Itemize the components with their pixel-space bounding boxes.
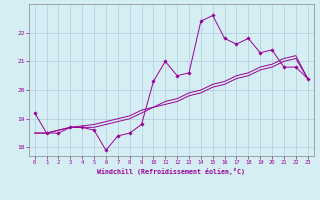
- X-axis label: Windchill (Refroidissement éolien,°C): Windchill (Refroidissement éolien,°C): [97, 168, 245, 175]
